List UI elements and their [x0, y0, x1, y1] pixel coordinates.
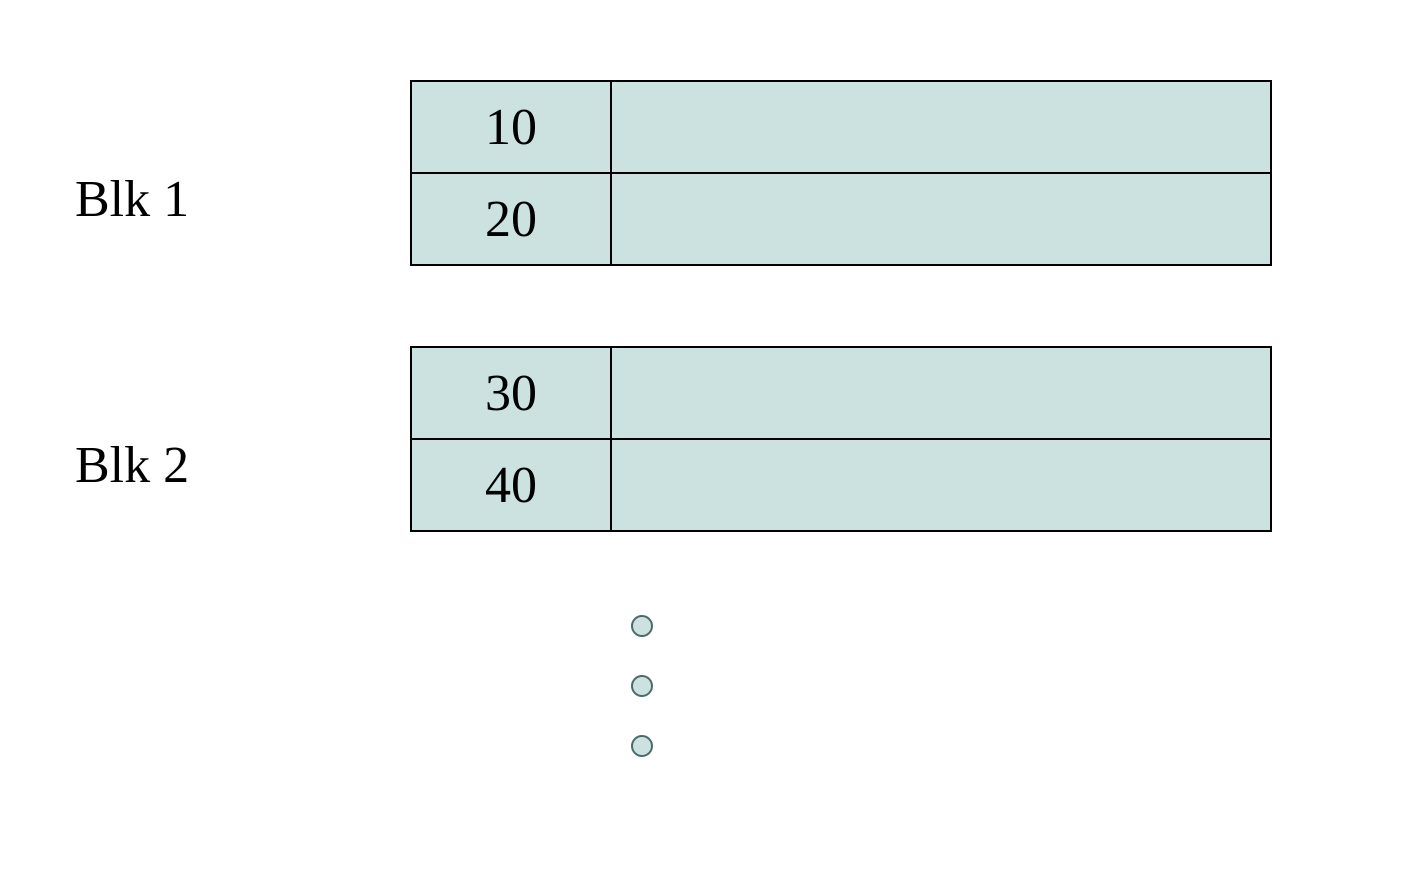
- ellipsis-dot-icon: [631, 735, 653, 757]
- block-2-row-0-key: 30: [411, 347, 611, 439]
- block-1-row-1-key: 20: [411, 173, 611, 265]
- table-row: 40: [411, 439, 1271, 531]
- ellipsis-continuation: [631, 615, 653, 757]
- ellipsis-dot-icon: [631, 615, 653, 637]
- diagram-container: Blk 1 10 20 Blk 2 30 40: [0, 0, 1416, 890]
- block-2-label: Blk 2: [75, 436, 189, 495]
- block-1-row-0-value: [611, 81, 1271, 173]
- block-1-label: Blk 1: [75, 170, 189, 229]
- block-2-row-0-value: [611, 347, 1271, 439]
- block-1-row-0-key: 10: [411, 81, 611, 173]
- ellipsis-dot-icon: [631, 675, 653, 697]
- table-row: 30: [411, 347, 1271, 439]
- block-2-row-1-value: [611, 439, 1271, 531]
- block-1-row-1-value: [611, 173, 1271, 265]
- block-2-row-1-key: 40: [411, 439, 611, 531]
- table-row: 10: [411, 81, 1271, 173]
- block-1-table: 10 20: [410, 80, 1272, 266]
- block-2-table: 30 40: [410, 346, 1272, 532]
- table-row: 20: [411, 173, 1271, 265]
